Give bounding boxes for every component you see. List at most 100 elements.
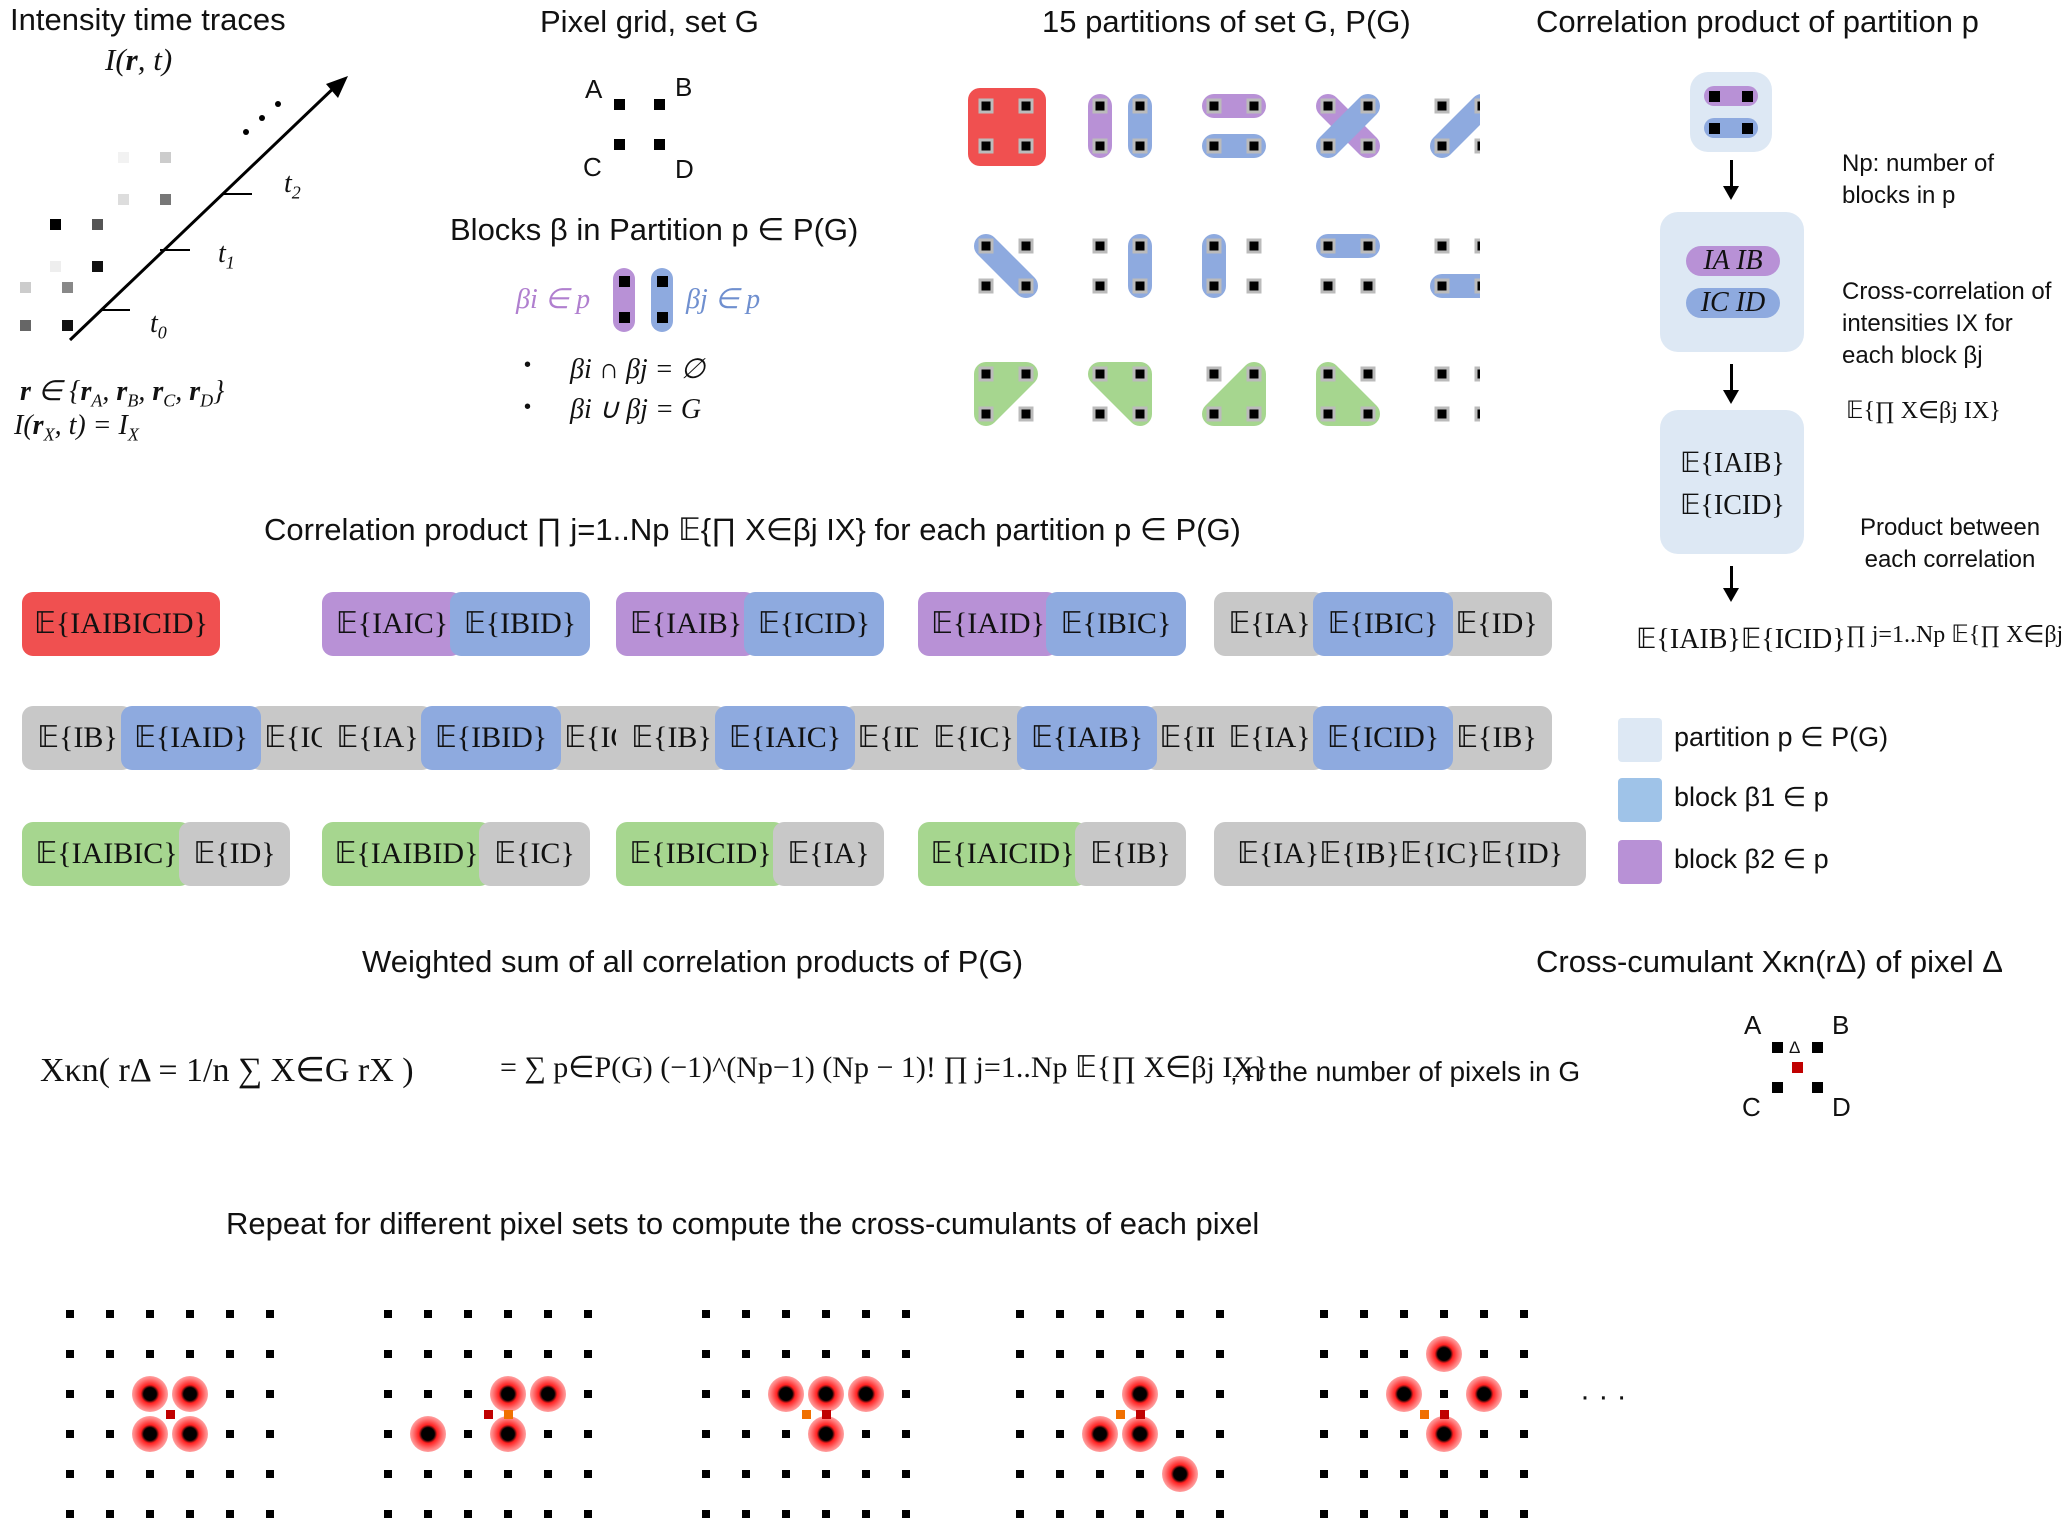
partition-glyph	[1088, 94, 1152, 158]
grid-pixel	[504, 1470, 512, 1478]
grid-pixel	[1360, 1510, 1368, 1518]
partition-glyph	[1430, 94, 1480, 158]
trace-pixel	[160, 152, 171, 163]
note2-formula: 𝔼{∏ X∈βj IX}	[1846, 398, 2001, 424]
active-pixel-glow	[808, 1376, 844, 1412]
grid-pixel	[1440, 1470, 1448, 1478]
label-a: A	[1744, 1010, 1762, 1040]
grid-pixel	[544, 1510, 552, 1518]
grid-pixel	[1096, 1390, 1104, 1398]
grid-pixel	[226, 1390, 234, 1398]
grid-pixel	[66, 1310, 74, 1318]
grid-pixel	[702, 1430, 710, 1438]
correlation-term: 𝔼{IAID}	[918, 592, 1058, 656]
active-pixel-glow	[1386, 1376, 1422, 1412]
grid-pixel	[1320, 1430, 1328, 1438]
grid-pixel	[742, 1430, 750, 1438]
virtual-pixel	[166, 1410, 175, 1419]
blocks-title: Blocks β in Partition p ∈ P(G)	[450, 212, 859, 247]
active-pixel-glow	[490, 1416, 526, 1452]
grid-pixel	[384, 1510, 392, 1518]
trace-pixel	[62, 282, 73, 293]
correlation-term: 𝔼{IBIC}	[1313, 592, 1453, 656]
grid-pixel	[106, 1350, 114, 1358]
grid-pixel	[584, 1510, 592, 1518]
grid-pixel	[504, 1510, 512, 1518]
grid-pixel	[1480, 1430, 1488, 1438]
correlation-term: 𝔼{IA}	[1214, 706, 1325, 770]
corr-ab: 𝔼{IAIB}	[1680, 448, 1785, 479]
grid-pixel	[464, 1510, 472, 1518]
active-pixel-glow	[132, 1376, 168, 1412]
note-product: Product between each correlation	[1859, 514, 2041, 573]
virtual-pixel	[484, 1410, 493, 1419]
bullet: •	[524, 354, 532, 376]
grid-pixel	[1480, 1310, 1488, 1318]
grid-pixel	[266, 1510, 274, 1518]
partition-box-3: 𝔼{IAIB} 𝔼{ICID}	[1660, 410, 1804, 554]
label-c: C	[583, 152, 602, 182]
grid-pixel	[1056, 1510, 1064, 1518]
active-pixel-glow	[1466, 1376, 1502, 1412]
grid-pixel	[822, 1510, 830, 1518]
trace-pixel	[92, 261, 103, 272]
virtual-pixel	[802, 1410, 811, 1419]
grid-pixel	[1016, 1510, 1024, 1518]
legend-label-partition: partition p ∈ P(G)	[1674, 722, 1889, 752]
grid-pixel	[1056, 1350, 1064, 1358]
grid-pixel	[862, 1310, 870, 1318]
active-pixel-glow	[172, 1416, 208, 1452]
grid-pixel	[1016, 1390, 1024, 1398]
corr-cd: 𝔼{ICID}	[1680, 490, 1785, 521]
virtual-pixel	[504, 1410, 513, 1419]
pixel-a	[1772, 1042, 1783, 1053]
grid-pixel	[1360, 1390, 1368, 1398]
grid-pixel	[1480, 1470, 1488, 1478]
label-t0: t0	[150, 308, 167, 343]
legend-label-block2: block β2 ∈ p	[1674, 844, 1829, 874]
grid-pixel	[822, 1470, 830, 1478]
virtual-pixel	[1440, 1410, 1449, 1419]
correlation-term: 𝔼{ID}	[1441, 592, 1552, 656]
grid-pixel	[822, 1350, 830, 1358]
label-d: D	[1832, 1092, 1851, 1122]
grid-pixel	[266, 1390, 274, 1398]
label-a: A	[585, 74, 603, 104]
partition-glyph	[1316, 234, 1380, 294]
grid-pixel	[106, 1430, 114, 1438]
partition-glyph	[974, 362, 1038, 426]
grid-pixel	[782, 1430, 790, 1438]
grid-pixel	[384, 1430, 392, 1438]
grid-pixel	[266, 1430, 274, 1438]
partition-glyph	[974, 234, 1038, 298]
grid-pixel	[1096, 1510, 1104, 1518]
grid-pixel	[66, 1390, 74, 1398]
grid-pixel	[584, 1310, 592, 1318]
grid-pixel	[1216, 1470, 1224, 1478]
grid-pixel	[902, 1510, 910, 1518]
label-c: C	[1742, 1092, 1761, 1122]
grid-pixel	[226, 1350, 234, 1358]
pixel-b	[1812, 1042, 1823, 1053]
partition-glyph	[968, 88, 1046, 166]
panel-b-title: Pixel grid, set G	[540, 4, 759, 39]
note-np: Np: number of blocks in p	[1842, 150, 1995, 209]
grid-pixel	[1216, 1390, 1224, 1398]
grid-pixel	[902, 1390, 910, 1398]
grid-pixel	[584, 1390, 592, 1398]
rule-disjoint: βi ∩ βj = ∅	[570, 354, 705, 385]
partition-glyph	[1092, 234, 1152, 298]
grid-pixel	[1216, 1430, 1224, 1438]
grid-pixel	[1360, 1470, 1368, 1478]
grid-pixel	[1400, 1510, 1408, 1518]
correlation-term: 𝔼{IAIBID}	[322, 822, 491, 886]
active-pixel-glow	[1426, 1336, 1462, 1372]
grid-pixel	[1360, 1430, 1368, 1438]
note-cross-correlation: Cross-correlation of intensities IX for …	[1842, 278, 2052, 369]
grid-pixel	[1216, 1310, 1224, 1318]
correlation-term: 𝔼{IBICID}	[616, 822, 785, 886]
grid-pixel	[1016, 1350, 1024, 1358]
partitions-grid	[968, 88, 1480, 426]
beta-j-label: βj ∈ p	[686, 284, 761, 315]
grid-pixel	[1056, 1310, 1064, 1318]
